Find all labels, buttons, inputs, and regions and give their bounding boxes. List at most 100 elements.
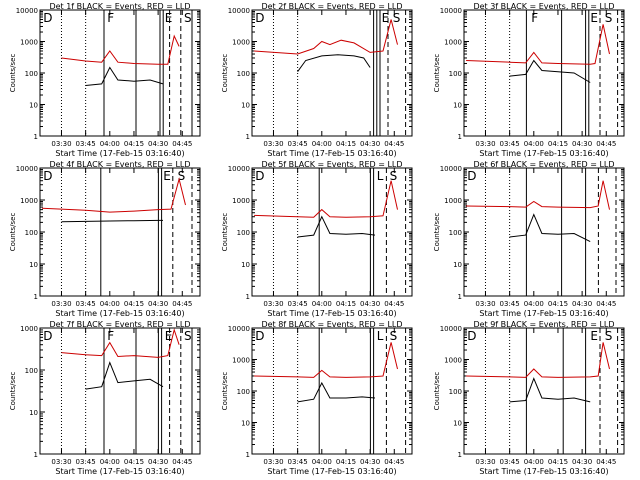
y-tick-label: 1000 (232, 197, 250, 205)
x-tick-label: 04:30 (360, 300, 380, 308)
series-line (61, 219, 163, 223)
series-line (254, 342, 398, 378)
x-tick-label: 03:30 (263, 300, 283, 308)
x-tick-label: 03:45 (76, 140, 96, 148)
series-line (297, 54, 371, 72)
event-mark: E (382, 11, 390, 25)
x-tick-label: 04:45 (172, 458, 192, 466)
x-axis-label: Start Time (17-Feb-15 03:16:40) (55, 149, 184, 158)
y-axis-label: Counts/sec (433, 54, 441, 93)
event-mark: D (467, 169, 476, 183)
x-tick-label: 03:30 (51, 458, 71, 466)
y-axis-label: Counts/sec (9, 54, 17, 93)
y-axis-label: Counts/sec (9, 372, 17, 411)
event-mark: D (467, 329, 476, 343)
y-tick-label: 10 (29, 409, 38, 417)
plot-frame (463, 327, 625, 455)
x-tick-label: 04:45 (596, 300, 616, 308)
y-tick-label: 100 (449, 388, 462, 396)
y-axis-label: Counts/sec (433, 372, 441, 411)
x-tick-label: 03:45 (500, 300, 520, 308)
y-tick-label: 1 (34, 133, 38, 141)
event-mark: D (43, 169, 52, 183)
x-axis-label: Start Time (17-Feb-15 03:16:40) (55, 467, 184, 476)
y-tick-label: 100 (25, 367, 38, 375)
series-line (509, 377, 591, 403)
x-axis-label: Start Time (17-Feb-15 03:16:40) (55, 309, 184, 318)
panel-title: Det 9f BLACK = Events, RED = LLD (473, 320, 614, 329)
y-axis-label: Counts/sec (9, 213, 17, 252)
y-tick-label: 1000 (20, 197, 38, 205)
event-mark: L (377, 169, 384, 183)
panel-title: Det 7f BLACK = Events, RED = LLD (49, 320, 190, 329)
y-tick-label: 10000 (440, 165, 462, 173)
event-mark: E (590, 11, 598, 25)
y-tick-label: 10 (29, 102, 38, 110)
x-tick-label: 04:00 (312, 300, 332, 308)
x-tick-label: 04:30 (572, 140, 592, 148)
x-tick-label: 03:30 (51, 300, 71, 308)
series-line (509, 213, 591, 243)
x-tick-label: 03:30 (263, 458, 283, 466)
event-mark: S (393, 11, 401, 25)
y-tick-label: 1000 (232, 39, 250, 47)
y-tick-label: 100 (25, 70, 38, 78)
y-axis-label: Counts/sec (433, 213, 441, 252)
x-tick-label: 04:00 (312, 140, 332, 148)
x-tick-label: 03:45 (288, 458, 308, 466)
y-tick-label: 10000 (228, 7, 250, 15)
y-axis-label: Counts/sec (221, 213, 229, 252)
x-tick-label: 04:30 (572, 300, 592, 308)
series-line (61, 34, 180, 65)
panel-title: Det 2f BLACK = Events, RED = LLD (261, 2, 402, 11)
event-mark: D (255, 11, 264, 25)
x-tick-label: 03:45 (500, 140, 520, 148)
x-tick-label: 03:30 (263, 140, 283, 148)
x-tick-label: 04:00 (524, 300, 544, 308)
y-axis-label: Counts/sec (221, 54, 229, 93)
series-line (297, 381, 376, 403)
x-tick-label: 04:15 (548, 140, 568, 148)
event-mark: S (605, 329, 613, 343)
y-tick-label: 1 (246, 133, 250, 141)
x-axis-label: Start Time (17-Feb-15 03:16:40) (267, 149, 396, 158)
x-tick-label: 04:45 (172, 300, 192, 308)
event-mark: S (605, 11, 613, 25)
event-mark: S (184, 329, 192, 343)
event-mark: D (43, 329, 52, 343)
event-mark: S (390, 169, 398, 183)
series-line (466, 342, 610, 378)
series-line (466, 180, 610, 210)
x-tick-label: 04:30 (572, 458, 592, 466)
plot-frame (251, 9, 413, 137)
y-tick-label: 1 (458, 451, 462, 459)
series-line (254, 19, 398, 55)
panel-title: Det 3f BLACK = Events, RED = LLD (473, 2, 614, 11)
series-line (466, 24, 610, 65)
series-line (254, 180, 398, 218)
x-tick-label: 04:45 (384, 140, 404, 148)
y-axis-label: Counts/sec (221, 372, 229, 411)
event-mark: E (590, 329, 598, 343)
event-mark: D (255, 329, 264, 343)
x-tick-label: 04:15 (124, 300, 144, 308)
y-tick-label: 10000 (228, 165, 250, 173)
y-tick-label: 1000 (20, 325, 38, 333)
plot-frame (39, 167, 201, 297)
x-tick-label: 04:45 (384, 300, 404, 308)
y-tick-label: 10 (241, 102, 250, 110)
y-tick-label: 1000 (444, 39, 462, 47)
x-axis-label: Start Time (17-Feb-15 03:16:40) (479, 149, 608, 158)
plot-frame (251, 167, 413, 297)
y-tick-label: 10000 (440, 7, 462, 15)
event-mark: F (107, 329, 114, 343)
y-tick-label: 10 (241, 420, 250, 428)
y-tick-label: 1 (246, 293, 250, 301)
